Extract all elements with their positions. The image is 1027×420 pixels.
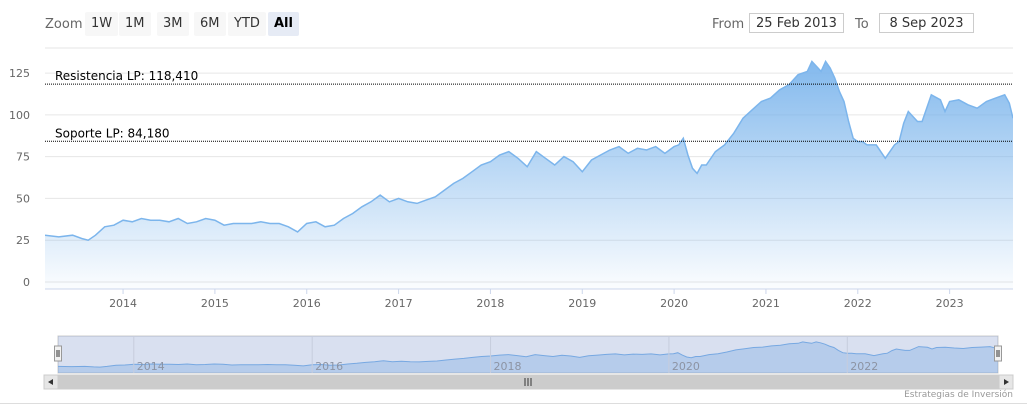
zoom-label: Zoom <box>45 17 83 32</box>
y-tick-label: 0 <box>23 276 30 289</box>
y-tick-label: 100 <box>9 109 30 122</box>
to-label: To <box>855 17 869 32</box>
x-tick-label: 2023 <box>936 297 964 310</box>
to-date-input[interactable]: 8 Sep 2023 <box>879 13 974 33</box>
navigator-tick-label: 2020 <box>672 360 700 373</box>
x-tick-label: 2019 <box>568 297 596 310</box>
navigator-tick-label: 2016 <box>315 360 343 373</box>
y-tick-label: 50 <box>16 192 30 205</box>
from-label: From <box>712 17 745 32</box>
x-tick-label: 2015 <box>201 297 229 310</box>
navigator-tick-label: 2018 <box>494 360 522 373</box>
series-group <box>45 59 1013 289</box>
navigator-mask <box>58 336 998 373</box>
reference-line-label: Soporte LP: 84,180 <box>55 126 170 140</box>
navigator-left-handle[interactable] <box>54 345 62 362</box>
y-tick-label: 25 <box>16 234 30 247</box>
navigator-tick-label: 2022 <box>850 360 878 373</box>
navigator-tick-label: 2014 <box>137 360 165 373</box>
x-tick-label: 2021 <box>752 297 780 310</box>
navigator[interactable]: 2014 2016 2018 2020 2022 <box>43 335 1014 390</box>
x-tick-label: 2020 <box>660 297 688 310</box>
y-axis: 0 25 50 75 100 125 <box>9 67 30 289</box>
from-date-input[interactable]: 25 Feb 2013 <box>749 13 844 33</box>
series-line <box>45 59 1013 242</box>
arrow-left-icon <box>48 379 53 385</box>
navigator-line <box>57 341 999 368</box>
zoom-3m-button[interactable]: 3M <box>157 12 189 36</box>
x-tick-label: 2017 <box>385 297 413 310</box>
reference-line-label: Resistencia LP: 118,410 <box>55 69 198 83</box>
x-axis: 2014 2015 2016 2017 2018 2019 2020 2021 2022 2023 <box>45 288 1013 310</box>
x-tick-label: 2022 <box>844 297 872 310</box>
zoom-6m-button[interactable]: 6M <box>194 12 226 36</box>
x-tick-label: 2018 <box>476 297 504 310</box>
reference-lines: Resistencia LP: 118,410 Soporte LP: 84,18… <box>45 69 1013 142</box>
zoom-ytd-button[interactable]: YTD <box>228 12 266 36</box>
bottom-divider <box>0 403 1027 404</box>
zoom-1m-button[interactable]: 1M <box>119 12 151 36</box>
range-selector: Zoom 1W 1M 3M 6M YTD All From 25 Feb 201… <box>0 0 1027 44</box>
arrow-right-icon <box>1004 379 1009 385</box>
zoom-1w-button[interactable]: 1W <box>85 12 119 36</box>
y-tick-label: 75 <box>16 151 30 164</box>
x-tick-label: 2016 <box>293 297 321 310</box>
y-tick-label: 125 <box>9 67 30 80</box>
navigator-right-handle[interactable] <box>994 345 1002 362</box>
zoom-all-button[interactable]: All <box>268 12 299 36</box>
navigator-frame <box>57 335 999 374</box>
x-tick-label: 2014 <box>109 297 137 310</box>
credits-text: Estrategias de Inversión <box>904 390 1013 400</box>
series-area <box>45 61 1013 289</box>
